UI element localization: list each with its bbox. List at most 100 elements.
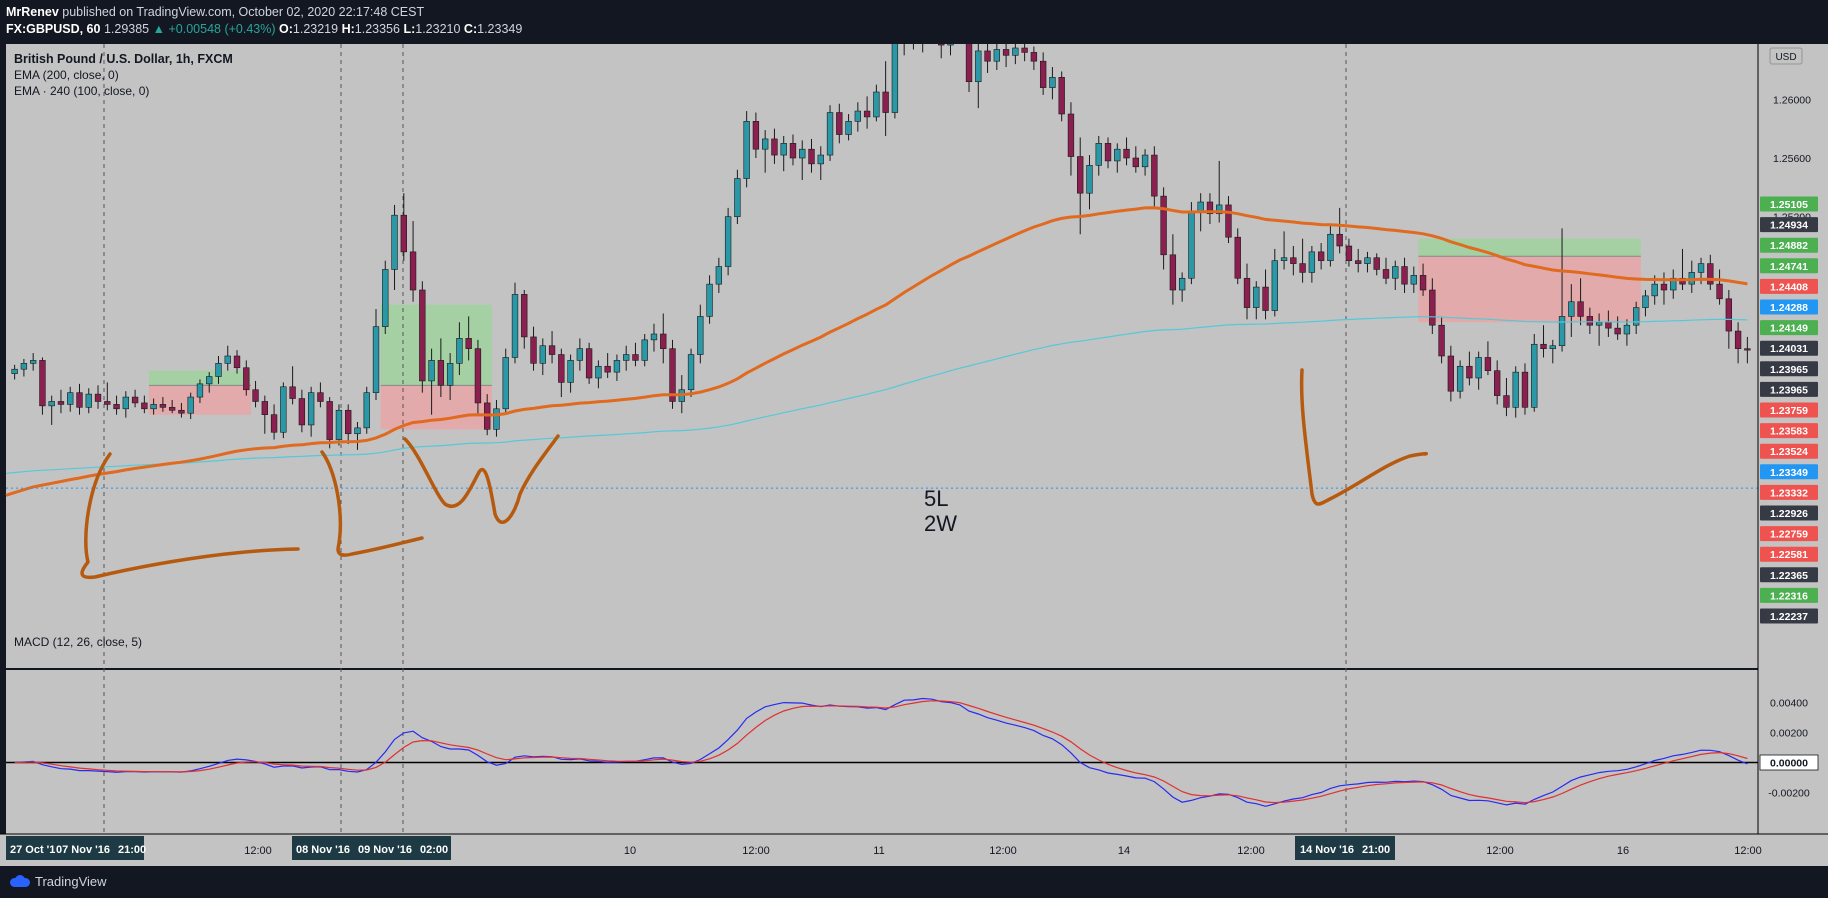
position-zones[interactable] [148, 238, 1641, 430]
time-tick: 12:00 [1734, 845, 1762, 857]
time-tick: 11 [873, 845, 884, 857]
candle-body [1707, 263, 1714, 285]
legend-ema240[interactable]: EMA · 240 (100, close, 0) [14, 84, 149, 98]
candle-body [873, 91, 880, 118]
candle-body [1558, 316, 1566, 347]
price-tag-label: 1.23332 [1770, 487, 1808, 499]
time-tick: 16 [1617, 845, 1629, 857]
candle-body [585, 348, 593, 379]
drawing-l1[interactable] [80, 452, 300, 580]
freehand-drawings[interactable] [80, 368, 1428, 580]
candle-body [771, 138, 778, 156]
price-tag [1760, 546, 1818, 562]
price-tag-label: 1.22581 [1770, 549, 1808, 561]
candle-body [1327, 233, 1334, 261]
candle-body [1614, 327, 1621, 335]
price-tag-label: 1.24149 [1770, 323, 1808, 335]
price-tag [1760, 381, 1818, 397]
candle-body [261, 401, 268, 415]
candle-body [1355, 260, 1362, 264]
low-label: L: [403, 22, 416, 36]
candle-body [808, 148, 815, 165]
candle-body [400, 214, 407, 253]
candle-body [298, 398, 306, 426]
candle-body [743, 121, 750, 179]
candle-body [984, 50, 991, 62]
macd-pane [6, 697, 1758, 807]
price-tag [1760, 587, 1818, 603]
candle-body [1466, 365, 1473, 379]
candle-body [511, 294, 519, 358]
candle-body [845, 121, 852, 135]
candle-body [104, 401, 111, 405]
candle-body [660, 333, 667, 349]
candle-body [604, 365, 611, 373]
candle-body [1392, 266, 1399, 279]
candle-body [836, 112, 843, 135]
candle-body [1456, 365, 1464, 392]
candle-body [1308, 251, 1316, 273]
drawing-l2[interactable] [320, 450, 424, 557]
candle-body [113, 404, 120, 410]
candle-body [1012, 47, 1019, 56]
price-tag [1760, 361, 1818, 377]
macd-tick: 0.00400 [1770, 698, 1808, 710]
candle-body [456, 338, 463, 364]
close-label: C: [463, 22, 478, 36]
annotation-line1[interactable]: 5L [924, 486, 948, 511]
drawing-w[interactable] [403, 434, 560, 524]
change-value: +0.00548 (+0.43%) [168, 22, 276, 36]
candle-body [150, 404, 157, 410]
legend-ema200[interactable]: EMA (200, close, 0) [14, 68, 119, 82]
legend-macd[interactable]: MACD (12, 26, close, 5) [14, 635, 142, 649]
candle-body [1494, 370, 1501, 396]
candle-body [233, 355, 241, 369]
candle-body [85, 393, 92, 408]
candle-body [1484, 357, 1492, 371]
footer: TradingView [0, 866, 1828, 898]
candle-body [669, 348, 676, 402]
candle-body [613, 360, 621, 373]
publisher-name[interactable]: MrRenev [6, 5, 59, 19]
candle-body [1651, 283, 1658, 297]
drawing-v[interactable] [1299, 368, 1428, 506]
target-zone [148, 370, 251, 386]
candle-body [419, 289, 426, 382]
time-highlight-box [292, 836, 451, 860]
candle-body [882, 91, 889, 113]
price-tick: 1.26000 [1773, 94, 1811, 106]
price-tag-label: 1.24882 [1770, 240, 1808, 252]
time-highlight-label: 08 Nov '16 [296, 844, 350, 856]
tradingview-brand[interactable]: TradingView [10, 874, 107, 889]
candle-body [168, 407, 176, 411]
candle-body [1744, 348, 1751, 351]
candle-body [372, 326, 380, 393]
candle-body [1512, 371, 1519, 408]
candle-body [382, 269, 389, 327]
candle-body [1549, 345, 1556, 349]
candle-body [1716, 283, 1723, 300]
candle-body [938, 44, 945, 46]
candle-body [576, 348, 584, 361]
candle-body [1568, 301, 1575, 317]
candles [11, 44, 1751, 450]
candle-body [1151, 154, 1158, 197]
candle-body [1373, 257, 1380, 270]
price-tag-label: 1.24741 [1770, 261, 1808, 273]
annotation-line2[interactable]: 2W [924, 511, 957, 536]
price-tag [1760, 320, 1818, 336]
candle-body [1243, 277, 1251, 308]
price-tag [1760, 278, 1818, 294]
candle-body [1605, 321, 1612, 329]
candle-body [1021, 47, 1028, 53]
macd-tick: 0.00200 [1770, 728, 1808, 740]
candle-body [1503, 395, 1510, 408]
currency-badge[interactable] [1769, 47, 1803, 65]
candle-body [595, 365, 602, 379]
time-axis[interactable] [0, 834, 1828, 866]
candle-body [48, 401, 55, 407]
price-chart[interactable]: 5L 2W British Pound / U.S. Dollar, 1h, F… [0, 44, 1828, 866]
candle-body [363, 392, 370, 429]
candle-body [789, 143, 797, 159]
macd-signal-line [14, 700, 1748, 804]
